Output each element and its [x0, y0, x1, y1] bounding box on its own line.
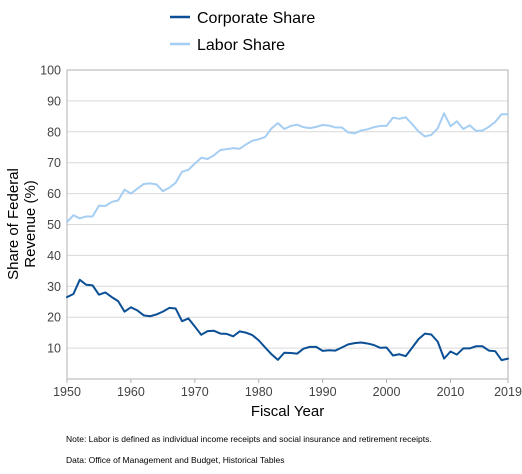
y-tick-label-10: 10 — [47, 342, 61, 356]
legend: Corporate Share Labor Share — [170, 10, 315, 54]
y-tick-label-40: 40 — [47, 249, 61, 263]
x-tick-label-1980: 1980 — [245, 385, 273, 399]
x-tick-label-1970: 1970 — [181, 385, 209, 399]
x-tick-label-1990: 1990 — [309, 385, 337, 399]
x-axis-title: Fiscal Year — [251, 403, 324, 420]
footnote-data-source: Data: Office of Management and Budget, H… — [66, 455, 285, 465]
series-lines — [66, 112, 509, 362]
gridlines — [67, 69, 508, 349]
x-tick-label-2010: 2010 — [437, 385, 465, 399]
plot-frame — [66, 69, 509, 380]
x-tick-label-1950: 1950 — [53, 385, 81, 399]
series-line-labor-share — [66, 112, 509, 224]
y-tick-label-50: 50 — [47, 218, 61, 232]
x-axis: 1950 1960 1970 1980 1990 2000 2010 2019 — [53, 379, 522, 399]
legend-label-labor-share: Labor Share — [197, 37, 285, 54]
legend-label-corporate-share: Corporate Share — [197, 10, 315, 27]
y-axis-title-line-1: Share of Federal — [5, 168, 22, 280]
y-axis-title: Share of Federal Revenue (%) — [5, 168, 39, 280]
y-tick-label-100: 100 — [40, 64, 61, 78]
footnote-labor-definition: Note: Labor is defined as individual inc… — [66, 434, 432, 444]
y-tick-label-60: 60 — [47, 187, 61, 201]
y-tick-label-20: 20 — [47, 311, 61, 325]
y-tick-label-30: 30 — [47, 280, 61, 294]
y-tick-label-90: 90 — [47, 94, 61, 108]
x-tick-label-2000: 2000 — [373, 385, 401, 399]
y-axis: 10 20 30 40 50 60 70 80 90 100 — [40, 64, 61, 356]
series-line-corporate-share — [66, 278, 509, 362]
y-axis-title-line-2: Revenue (%) — [22, 180, 39, 268]
x-tick-label-1960: 1960 — [117, 385, 145, 399]
x-tick-label-2019: 2019 — [494, 385, 522, 399]
y-tick-label-70: 70 — [47, 156, 61, 170]
y-tick-label-80: 80 — [47, 125, 61, 139]
